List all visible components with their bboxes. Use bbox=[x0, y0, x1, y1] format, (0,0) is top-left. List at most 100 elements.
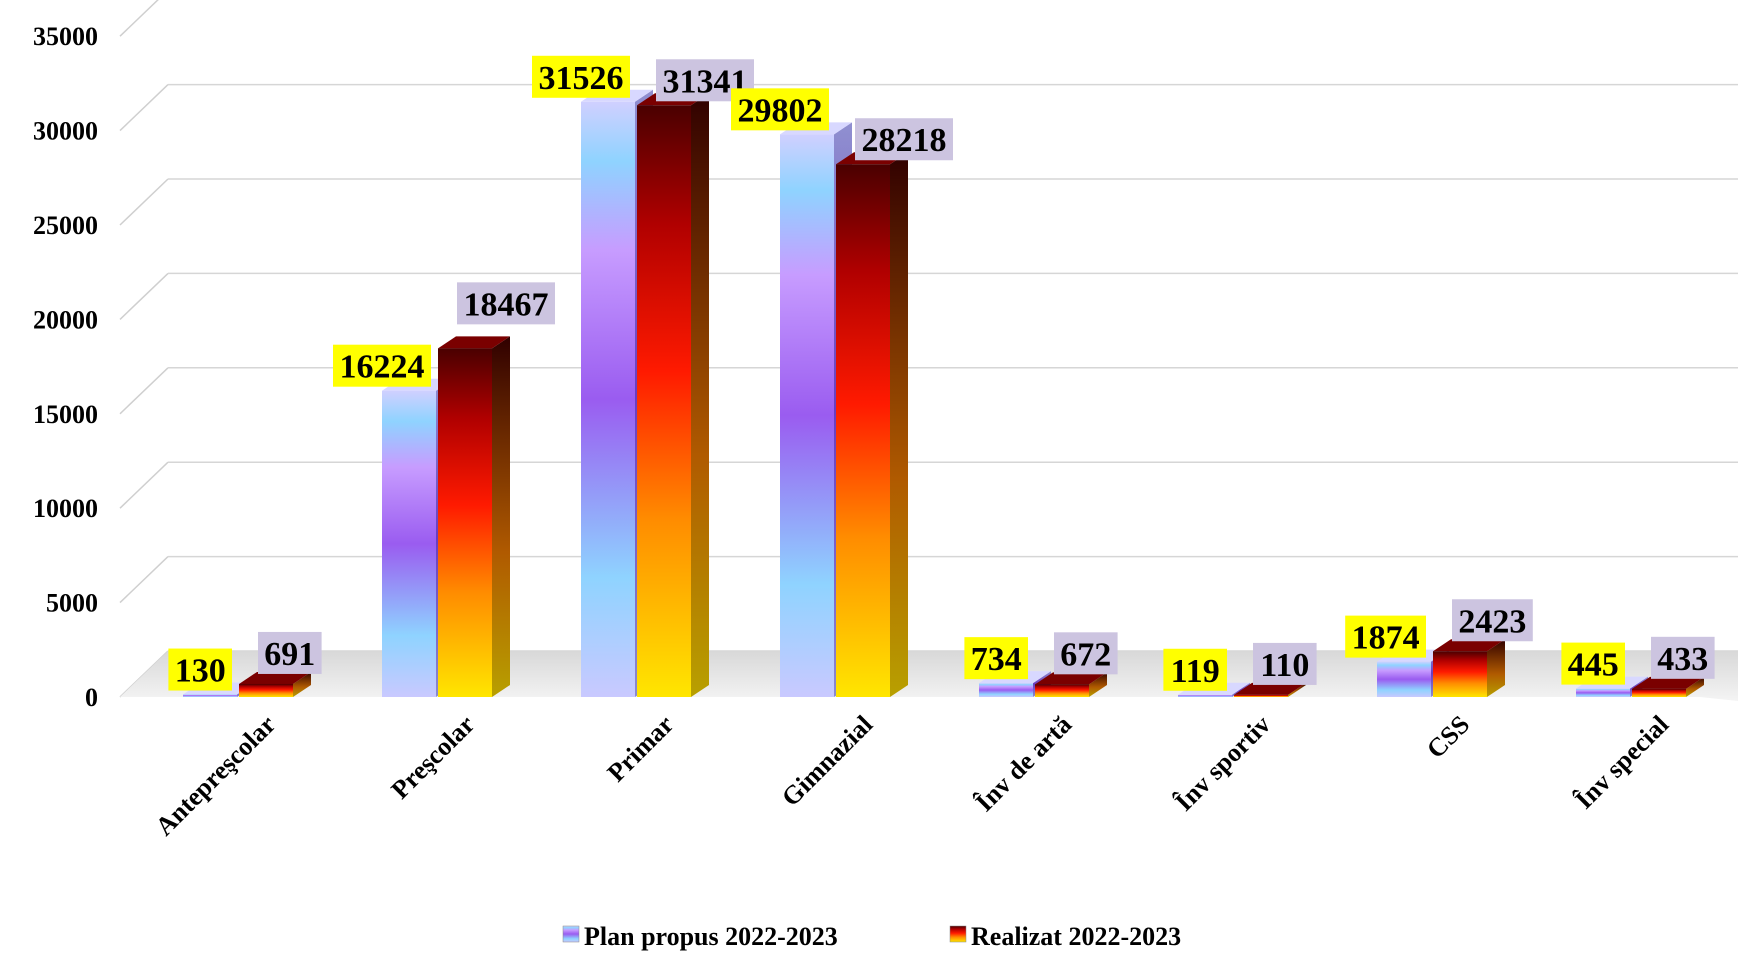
y-tick-label: 30000 bbox=[33, 117, 98, 146]
data-label-plan: 31526 bbox=[532, 55, 630, 98]
bar-front bbox=[1178, 694, 1232, 697]
data-label-text: 433 bbox=[1657, 641, 1708, 678]
legend: Plan propus 2022-2023 Realizat 2022-2023 bbox=[562, 922, 1181, 951]
bar-top bbox=[1234, 682, 1306, 695]
data-label-box bbox=[1651, 636, 1715, 679]
data-label-text: 29802 bbox=[738, 92, 823, 129]
bar-realizat bbox=[1035, 672, 1107, 697]
data-label-box bbox=[964, 637, 1028, 680]
y-tick-label: 10000 bbox=[33, 494, 98, 523]
x-category-label: Înv de artă bbox=[970, 710, 1077, 817]
bar-realizat bbox=[239, 671, 311, 697]
data-label-text: 31526 bbox=[539, 60, 624, 97]
data-label-realizat: 433 bbox=[1651, 636, 1715, 679]
bar-realizat bbox=[1234, 682, 1306, 697]
data-label-realizat: 31341 bbox=[656, 59, 754, 102]
data-label-text: 672 bbox=[1060, 636, 1111, 673]
legend-label-realizat: Realizat 2022-2023 bbox=[971, 922, 1181, 951]
x-category-label: Înv sportiv bbox=[1169, 710, 1276, 817]
data-label-text: 445 bbox=[1568, 647, 1619, 684]
bar-side bbox=[492, 336, 510, 697]
data-label-box bbox=[1345, 615, 1426, 658]
gridline-diagonal bbox=[119, 461, 169, 509]
bar-side bbox=[691, 93, 709, 697]
x-category-label: Primar bbox=[602, 710, 680, 788]
bar-front bbox=[836, 164, 890, 698]
y-tick-label: 25000 bbox=[33, 211, 98, 240]
bar-front bbox=[1377, 661, 1431, 697]
data-label-plan: 16224 bbox=[333, 344, 431, 387]
data-label-box bbox=[168, 648, 232, 691]
data-label-realizat: 18467 bbox=[457, 282, 555, 325]
data-label-realizat: 672 bbox=[1054, 632, 1118, 675]
data-label-box bbox=[457, 282, 555, 325]
data-label-text: 110 bbox=[1260, 647, 1309, 684]
bar-front bbox=[979, 683, 1033, 697]
x-axis-categories: Antepreşcolar Preşcolar Primar Gimnazial Înv… bbox=[150, 710, 1674, 841]
y-axis-ticks: 0 5000 10000 15000 20000 25000 30000 35000 bbox=[33, 22, 98, 712]
data-label-text: 119 bbox=[1171, 653, 1220, 690]
data-label-realizat: 110 bbox=[1253, 642, 1317, 685]
gridline-diagonal bbox=[119, 0, 159, 37]
data-label-text: 18467 bbox=[464, 286, 549, 323]
floor-plane bbox=[120, 651, 1738, 701]
data-label-plan: 119 bbox=[1163, 648, 1227, 691]
data-label-text: 16224 bbox=[340, 349, 425, 386]
data-label-realizat: 691 bbox=[258, 631, 322, 674]
data-label-box bbox=[258, 631, 322, 674]
x-category-label: Antepreşcolar bbox=[150, 710, 281, 841]
data-label-box bbox=[1253, 642, 1317, 685]
gridline-diagonal bbox=[119, 367, 169, 415]
data-label-plan: 29802 bbox=[731, 88, 829, 131]
bar-side bbox=[293, 671, 311, 697]
data-label-box bbox=[333, 344, 431, 387]
data-label-text: 691 bbox=[264, 636, 315, 673]
data-label-plan: 130 bbox=[168, 648, 232, 691]
data-label-box bbox=[1163, 648, 1227, 691]
legend-swatch-plan bbox=[562, 925, 580, 943]
bar-side bbox=[1288, 682, 1306, 697]
x-category-label: Preşcolar bbox=[386, 710, 481, 805]
bar-front bbox=[1632, 688, 1686, 697]
bars bbox=[183, 89, 1704, 698]
legend-item-plan: Plan propus 2022-2023 bbox=[562, 922, 838, 951]
bar-top bbox=[239, 671, 311, 684]
bar-side bbox=[1686, 676, 1704, 697]
data-label-text: 1874 bbox=[1352, 620, 1420, 657]
bar-front bbox=[1433, 651, 1487, 697]
legend-swatch-realizat bbox=[949, 925, 967, 943]
bar-front bbox=[581, 101, 635, 697]
bar-realizat bbox=[1433, 639, 1505, 697]
bar-front bbox=[1234, 694, 1288, 697]
bar-front bbox=[239, 683, 293, 697]
x-category-label: CSS bbox=[1421, 710, 1475, 764]
data-label-text: 130 bbox=[175, 653, 226, 690]
data-label-realizat: 2423 bbox=[1452, 599, 1533, 642]
bar-front bbox=[637, 105, 691, 697]
bar-front bbox=[780, 134, 834, 697]
chart-floor bbox=[120, 651, 1738, 701]
bar-front bbox=[382, 390, 436, 697]
y-tick-label: 0 bbox=[85, 683, 98, 712]
gridline-diagonal bbox=[119, 84, 169, 132]
y-tick-label: 5000 bbox=[46, 589, 98, 618]
bar-top bbox=[1433, 639, 1505, 652]
data-label-plan: 1874 bbox=[1345, 615, 1426, 658]
bar-realizat bbox=[836, 152, 908, 698]
gridline-diagonal bbox=[119, 178, 169, 226]
bar-realizat bbox=[1632, 676, 1704, 697]
data-label-box bbox=[731, 88, 829, 131]
bar-front bbox=[438, 348, 492, 697]
bar-side bbox=[890, 152, 908, 698]
bar-top bbox=[438, 336, 510, 349]
x-category-label: Înv special bbox=[1569, 710, 1674, 815]
data-label-text: 2423 bbox=[1458, 603, 1526, 640]
bar-side bbox=[1487, 639, 1505, 697]
bar-front bbox=[183, 694, 237, 697]
data-label-text: 28218 bbox=[862, 122, 947, 159]
data-label-box bbox=[1452, 599, 1533, 642]
data-label-plan: 445 bbox=[1561, 642, 1625, 685]
data-label-box bbox=[855, 118, 953, 161]
